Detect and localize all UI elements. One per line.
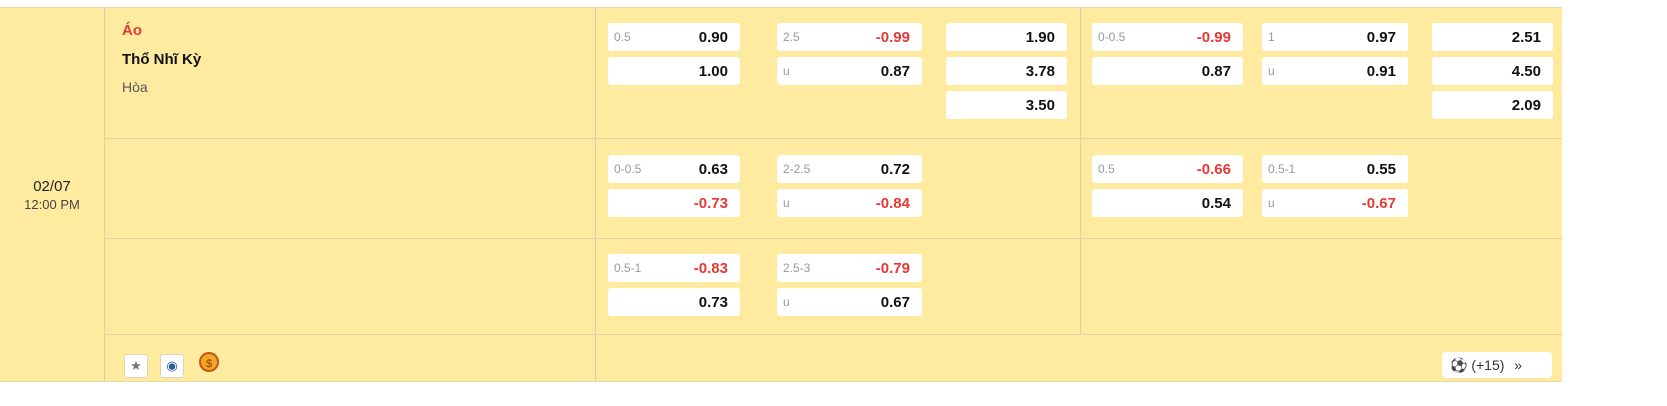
odds-value: 0.87	[880, 63, 910, 80]
odds-value: 0.72	[880, 161, 910, 178]
odds-cell-ft-hdp[interactable]: 0.5-1 -0.83	[608, 254, 740, 282]
odds-cell-h1-1x2[interactable]: 2.51	[1432, 23, 1553, 51]
odds-line: 0.5	[614, 30, 631, 44]
divider	[104, 138, 1562, 139]
odds-cell-h1-hdp[interactable]: 0.54	[1092, 189, 1243, 217]
divider	[104, 334, 1562, 335]
odds-value: 0.67	[880, 294, 910, 311]
odds-value: -0.99	[1196, 29, 1231, 46]
eye-icon[interactable]: ◉	[160, 354, 184, 378]
odds-line: 0-0.5	[614, 162, 642, 176]
odds-value: 3.50	[1025, 97, 1055, 114]
odds-cell-ft-hdp[interactable]: 0.73	[608, 288, 740, 316]
odds-value: 0.55	[1366, 161, 1396, 178]
odds-cell-h1-1x2[interactable]: 2.09	[1432, 91, 1553, 119]
odds-cell-h1-hdp[interactable]: 0.87	[1092, 57, 1243, 85]
odds-cell-h1-ou[interactable]: 1 0.97	[1262, 23, 1408, 51]
odds-value: 0.97	[1366, 29, 1396, 46]
odds-line: 2-2.5	[783, 162, 811, 176]
odds-cell-ft-ou[interactable]: u 0.87	[777, 57, 922, 85]
odds-value: 0.87	[1201, 63, 1231, 80]
odds-line: 2.5	[783, 30, 800, 44]
odds-line: 0.5-1	[1268, 162, 1296, 176]
more-count: (+15)	[1471, 357, 1505, 373]
odds-cell-ft-1x2[interactable]: 3.50	[946, 91, 1067, 119]
odds-line: 0.5-1	[614, 261, 642, 275]
odds-line: u	[783, 196, 790, 210]
odds-value: 0.91	[1366, 63, 1396, 80]
divider	[595, 8, 596, 381]
odds-value: 4.50	[1511, 63, 1541, 80]
odds-cell-ft-ou[interactable]: u 0.67	[777, 288, 922, 316]
odds-line: u	[1268, 64, 1275, 78]
odds-value: 3.78	[1025, 63, 1055, 80]
odds-cell-ft-1x2[interactable]: 3.78	[946, 57, 1067, 85]
odds-cell-h1-1x2[interactable]: 4.50	[1432, 57, 1553, 85]
odds-value: 2.51	[1511, 29, 1541, 46]
double-chevron-right-icon: »	[1514, 357, 1523, 373]
odds-cell-ft-hdp[interactable]: 0-0.5 0.63	[608, 155, 740, 183]
more-markets-button[interactable]: ⚽ (+15) »	[1442, 352, 1552, 378]
match-date: 02/07	[33, 178, 71, 195]
divider	[104, 238, 1562, 239]
odds-cell-ft-ou[interactable]: 2.5-3 -0.79	[777, 254, 922, 282]
away-team[interactable]: Thổ Nhĩ Kỳ	[122, 51, 202, 68]
odds-cell-h1-hdp[interactable]: 0-0.5 -0.99	[1092, 23, 1243, 51]
odds-value: 0.54	[1201, 195, 1231, 212]
home-team[interactable]: Áo	[122, 22, 142, 39]
odds-value: -0.83	[693, 260, 728, 277]
odds-cell-ft-ou[interactable]: 2-2.5 0.72	[777, 155, 922, 183]
odds-cell-ft-ou[interactable]: 2.5 -0.99	[777, 23, 922, 51]
odds-value: 1.00	[698, 63, 728, 80]
odds-line: 0.5	[1098, 162, 1115, 176]
odds-line: u	[783, 64, 790, 78]
match-datetime: 02/07 12:00 PM	[0, 178, 104, 212]
odds-value: -0.79	[875, 260, 910, 277]
odds-value: 0.73	[698, 294, 728, 311]
odds-value: 2.09	[1511, 97, 1541, 114]
odds-cell-ft-hdp[interactable]: -0.73	[608, 189, 740, 217]
match-row: 02/07 12:00 PM Áo Thổ Nhĩ Kỳ Hòa 0.5 0.90…	[0, 7, 1562, 382]
odds-line: 0-0.5	[1098, 30, 1126, 44]
odds-cell-ft-ou[interactable]: u -0.84	[777, 189, 922, 217]
odds-value: -0.99	[875, 29, 910, 46]
odds-line: u	[1268, 196, 1275, 210]
odds-cell-h1-ou[interactable]: u -0.67	[1262, 189, 1408, 217]
soccer-ball-icon: ⚽	[1450, 357, 1468, 373]
divider	[104, 8, 105, 381]
divider	[1080, 8, 1081, 334]
odds-value: -0.84	[875, 195, 910, 212]
odds-value: -0.67	[1361, 195, 1396, 212]
odds-cell-h1-hdp[interactable]: 0.5 -0.66	[1092, 155, 1243, 183]
odds-cell-ft-hdp[interactable]: 1.00	[608, 57, 740, 85]
odds-cell-ft-1x2[interactable]: 1.90	[946, 23, 1067, 51]
odds-value: 0.63	[698, 161, 728, 178]
odds-line: 1	[1268, 30, 1275, 44]
draw-label: Hòa	[122, 79, 148, 95]
match-time: 12:00 PM	[24, 197, 80, 212]
odds-line: u	[783, 295, 790, 309]
odds-value: -0.66	[1196, 161, 1231, 178]
odds-cell-h1-ou[interactable]: u 0.91	[1262, 57, 1408, 85]
odds-line: 2.5-3	[783, 261, 811, 275]
odds-cell-h1-ou[interactable]: 0.5-1 0.55	[1262, 155, 1408, 183]
odds-value: 1.90	[1025, 29, 1055, 46]
coin-icon[interactable]: $	[199, 352, 219, 372]
odds-value: -0.73	[693, 195, 728, 212]
odds-cell-ft-hdp[interactable]: 0.5 0.90	[608, 23, 740, 51]
odds-value: 0.90	[698, 29, 728, 46]
star-icon[interactable]: ★	[124, 354, 148, 378]
